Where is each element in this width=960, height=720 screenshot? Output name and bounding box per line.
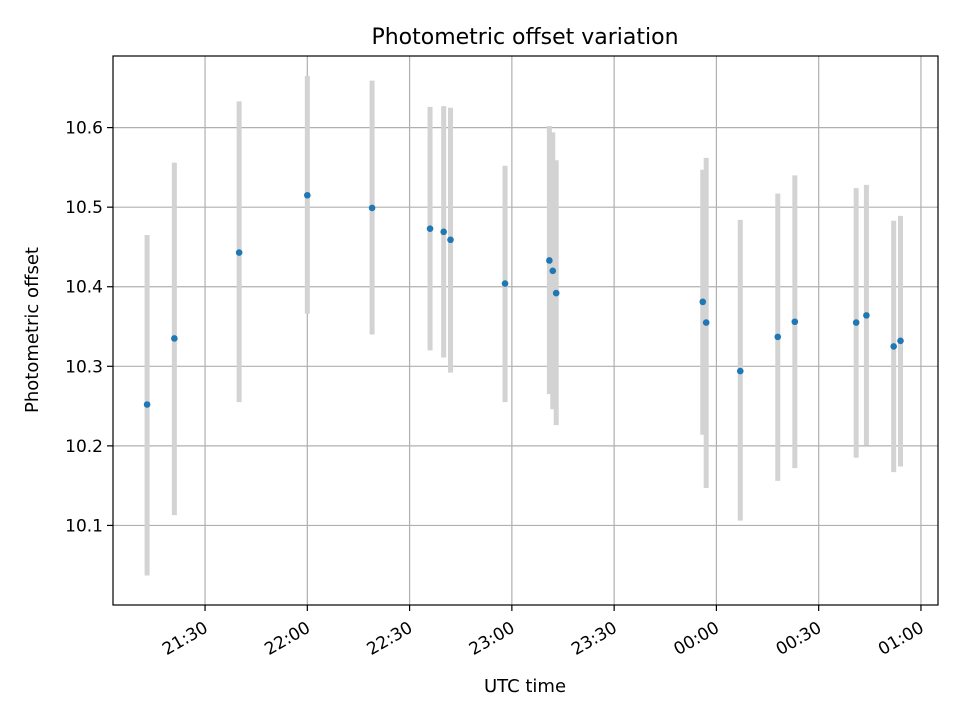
data-point: [546, 257, 553, 264]
data-point: [447, 236, 454, 244]
data-point: [426, 225, 434, 232]
data-point: [304, 191, 311, 199]
y-tick-label: 10.6: [65, 119, 103, 139]
data-point: [440, 228, 447, 236]
data-point: [852, 319, 860, 326]
data-point: [863, 312, 870, 319]
x-axis-label: UTC time: [484, 676, 566, 697]
y-tick-label: 10.3: [65, 357, 103, 377]
chart-title: Photometric offset variation: [371, 25, 678, 50]
data-point: [143, 401, 151, 408]
data-point: [549, 267, 557, 275]
data-point: [368, 204, 376, 212]
data-point: [235, 249, 243, 256]
y-axis: 10.1 10.2 10.3 10.4 10.5 10.6: [65, 119, 113, 536]
y-tick-label: 10.5: [65, 198, 103, 218]
y-tick-label: 10.2: [65, 437, 103, 457]
y-tick-label: 10.1: [65, 516, 103, 536]
plot-frame: [112, 55, 939, 606]
grid: [113, 56, 938, 605]
data-point: [774, 333, 782, 341]
data-point: [171, 335, 178, 342]
data-point: [552, 289, 560, 297]
data-point: [791, 318, 799, 326]
data-point: [736, 367, 744, 375]
y-tick-label: 10.4: [65, 278, 103, 298]
data-point: [699, 298, 707, 306]
data-point: [501, 280, 509, 287]
data-point: [897, 337, 904, 345]
data-points: [143, 191, 904, 408]
y-axis-label: Photometric offset: [22, 247, 43, 413]
data-point: [890, 343, 897, 350]
data-point: [702, 319, 710, 326]
